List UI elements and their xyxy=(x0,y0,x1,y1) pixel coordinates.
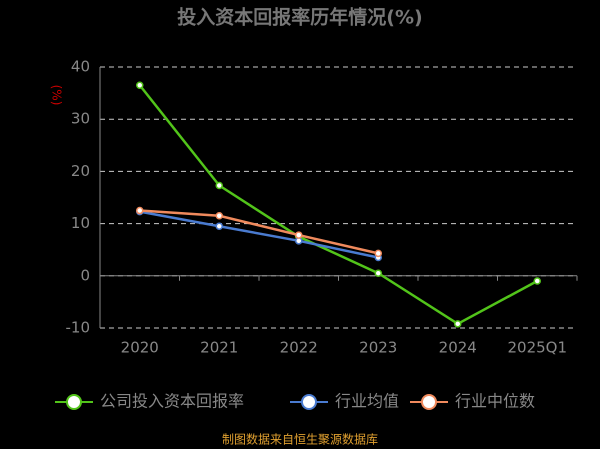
y-tick-label: 20 xyxy=(71,162,90,180)
y-tick-label: -10 xyxy=(66,319,91,337)
y-axis-label: (%) xyxy=(50,85,64,106)
x-tick-label: 2025Q1 xyxy=(507,339,567,357)
series-line xyxy=(138,84,538,326)
chart-title: 投入资本回报率历年情况(%) xyxy=(177,6,422,29)
x-tick-label: 2022 xyxy=(280,339,318,357)
source-note: 制图数据来自恒生聚源数据库 xyxy=(222,432,378,447)
legend-label: 行业均值 xyxy=(335,392,399,411)
point xyxy=(374,249,382,258)
point xyxy=(454,320,462,328)
legend-marker xyxy=(301,394,317,410)
y-tick-label: 0 xyxy=(80,266,90,284)
legend-marker xyxy=(66,394,82,410)
x-tick-label: 2024 xyxy=(439,339,477,357)
y-tick-label: 40 xyxy=(71,58,90,76)
point xyxy=(215,181,223,190)
point xyxy=(215,222,223,230)
legend-label: 行业中位数 xyxy=(455,392,535,411)
series-line xyxy=(139,210,379,259)
point xyxy=(533,277,541,285)
point xyxy=(136,206,144,215)
legend-label: 公司投入资本回报率 xyxy=(100,392,244,411)
x-tick-label: 2021 xyxy=(200,339,238,357)
series-line xyxy=(139,209,379,255)
y-tick-label: 10 xyxy=(71,214,90,232)
x-tick-label: 2023 xyxy=(359,339,397,357)
point xyxy=(215,212,223,220)
point xyxy=(295,231,303,239)
legend-marker xyxy=(421,394,437,410)
point xyxy=(374,269,382,277)
y-tick-label: 30 xyxy=(71,110,90,128)
point xyxy=(136,81,144,90)
x-tick-label: 2020 xyxy=(121,339,159,357)
